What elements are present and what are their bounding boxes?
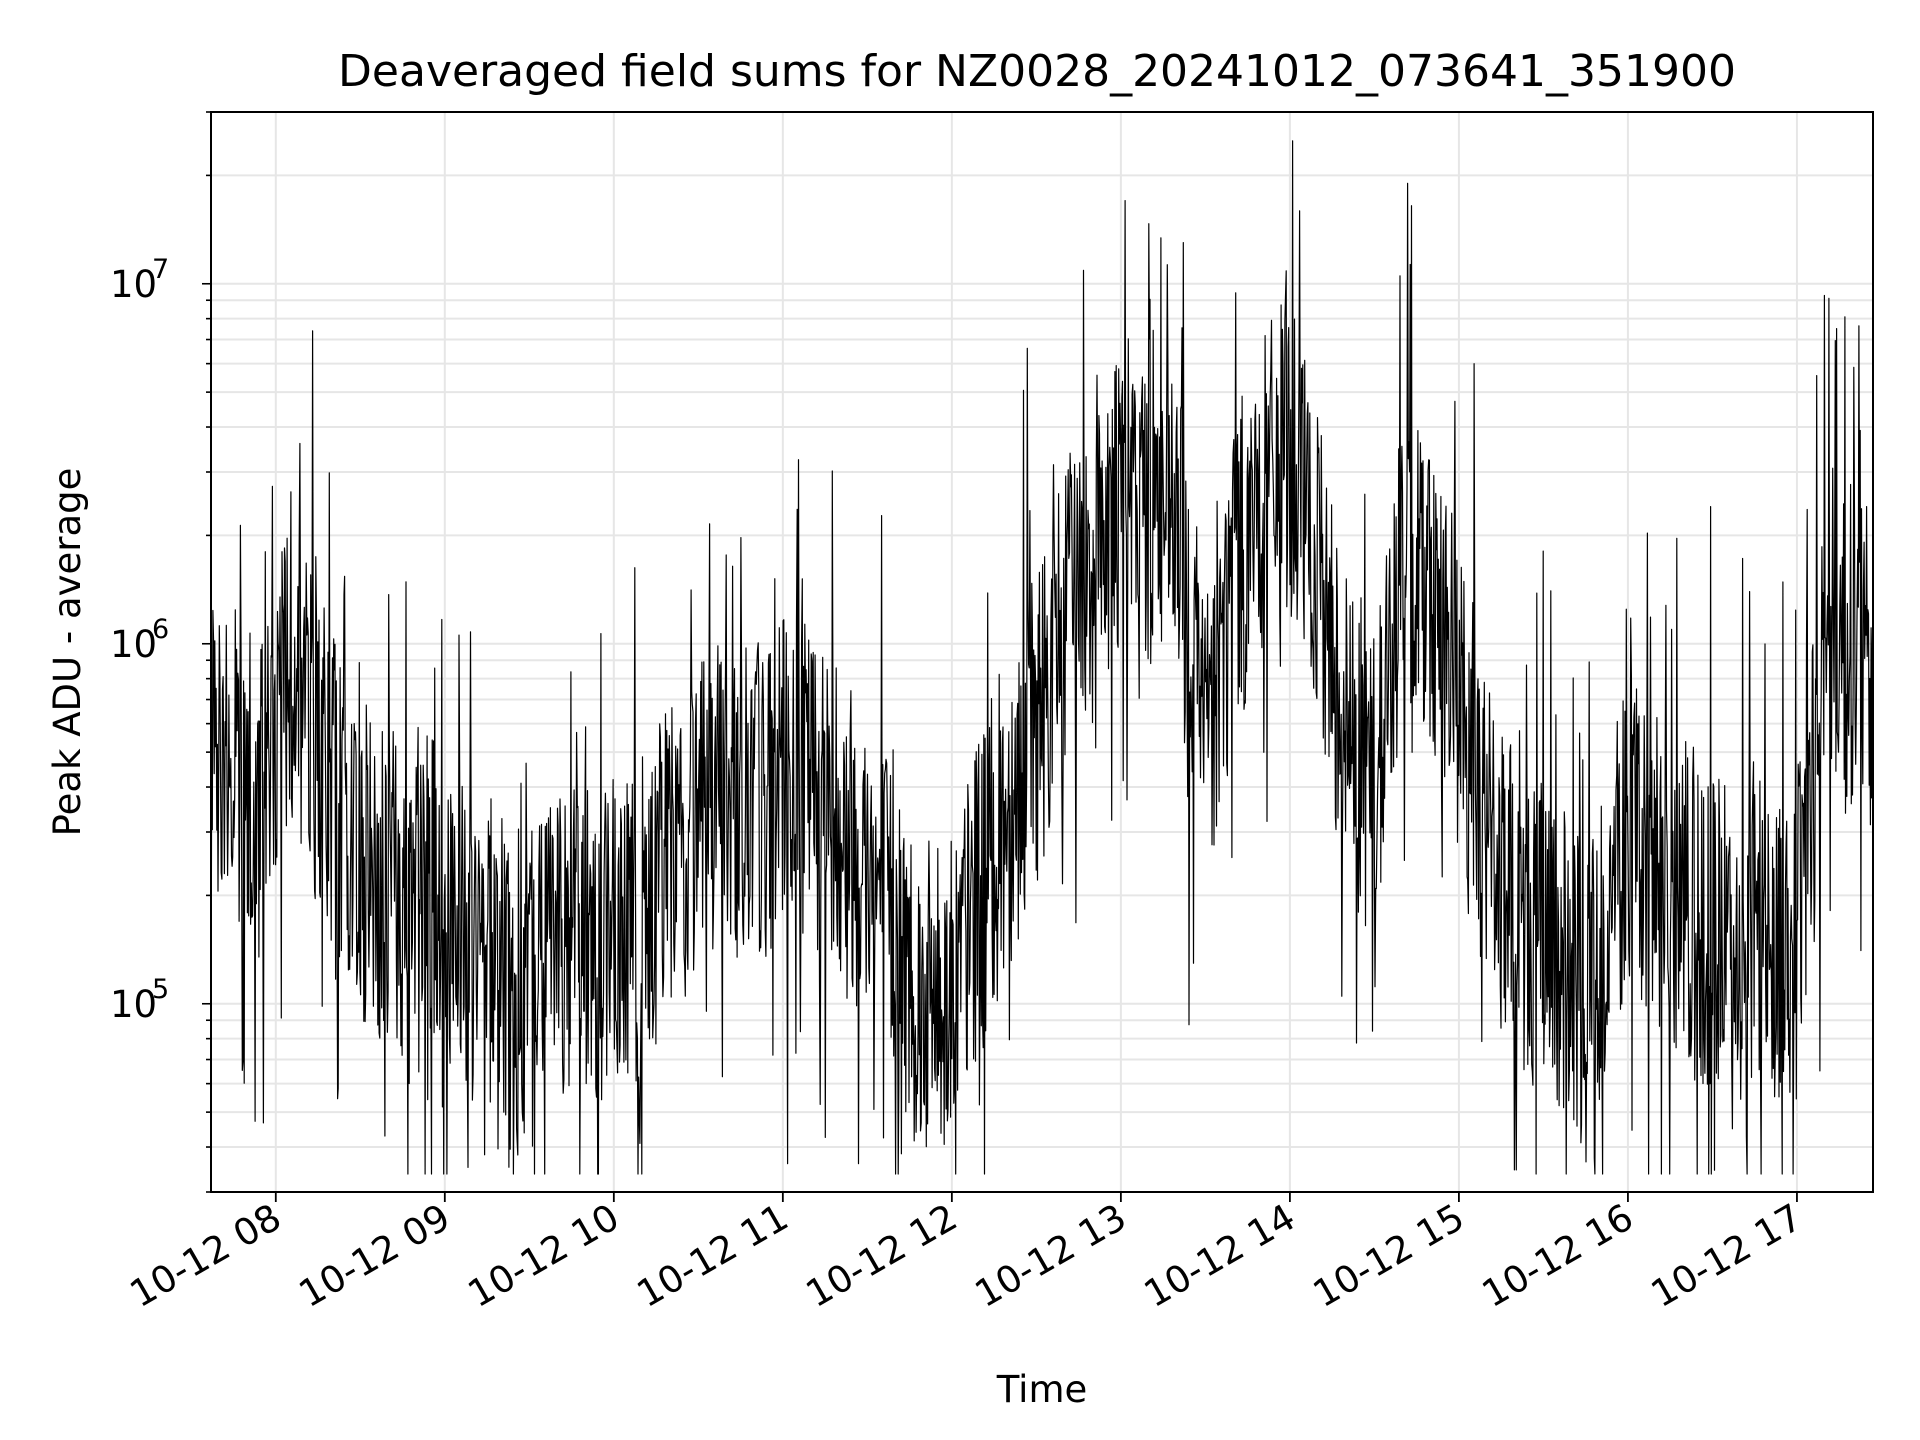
series-line-0 [210,140,1874,1175]
chart-title: Deaveraged field sums for NZ0028_2024101… [338,46,1736,97]
y-tick-label-exponent: 5 [152,974,169,1005]
y-tick-label-exponent: 6 [152,614,169,645]
series-group [210,140,1874,1175]
y-tick-label: 10 [110,263,157,306]
x-axis-label: Time [996,1368,1088,1411]
plot-frame [210,111,1874,1193]
y-tick-label: 10 [110,983,157,1026]
y-tick-label-exponent: 7 [152,254,169,285]
y-tick-label: 10 [110,623,157,666]
y-axis-label: Peak ADU - average [46,468,89,837]
